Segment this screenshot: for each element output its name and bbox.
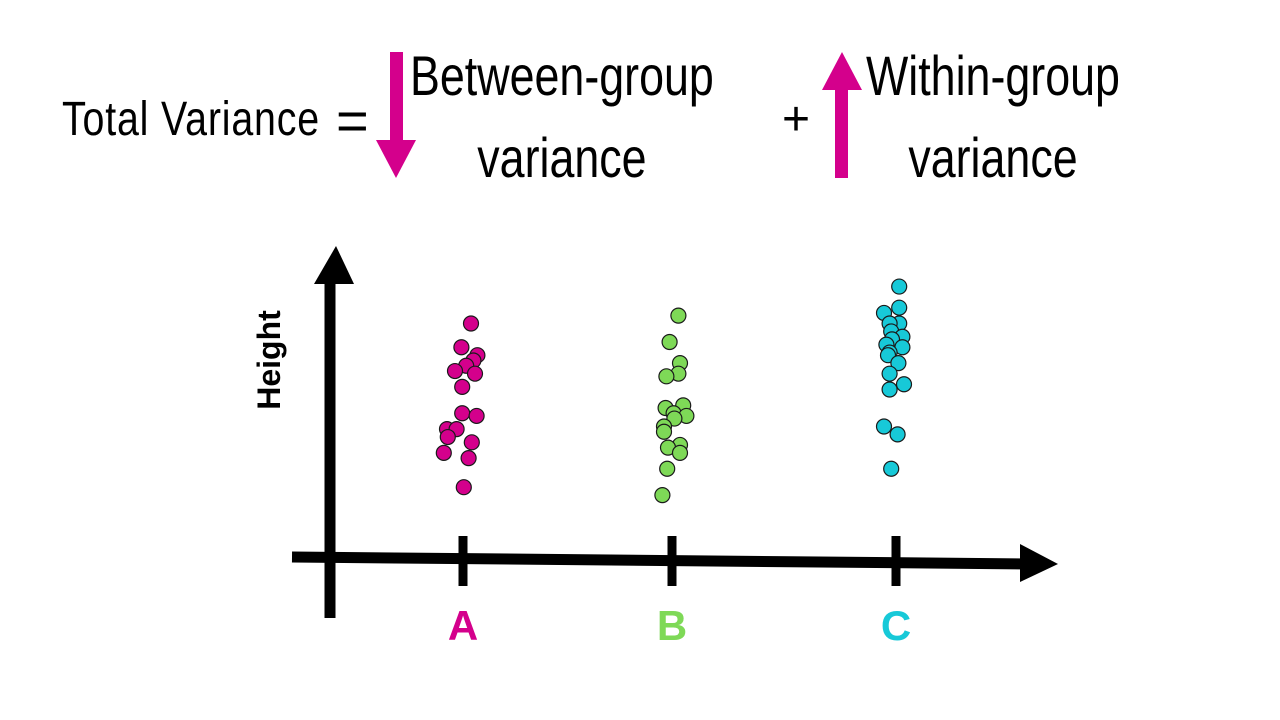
x-axis-ticks bbox=[458, 536, 901, 586]
data-point-b bbox=[671, 444, 689, 461]
data-point-b bbox=[659, 460, 676, 477]
total-variance-label: Total Variance bbox=[62, 93, 320, 146]
data-point-b bbox=[654, 487, 671, 504]
equals-sign: = bbox=[336, 89, 369, 152]
data-point-b bbox=[661, 333, 678, 351]
y-axis-label: Height bbox=[251, 310, 287, 410]
between-group-line1: Between-group bbox=[410, 44, 714, 107]
category-label-b: B bbox=[657, 602, 687, 649]
between-group-variance-term: Between-group variance bbox=[410, 48, 714, 212]
between-group-line2: variance bbox=[477, 126, 647, 189]
data-point-a bbox=[462, 315, 480, 332]
within-group-line1: Within-group bbox=[866, 44, 1120, 107]
x-axis bbox=[291, 544, 1058, 582]
data-point-a bbox=[453, 339, 470, 356]
data-point-a bbox=[446, 362, 464, 380]
data-point-c bbox=[889, 426, 906, 443]
data-points bbox=[435, 278, 913, 504]
data-point-a bbox=[463, 434, 480, 451]
data-point-c bbox=[875, 418, 893, 435]
data-point-a bbox=[439, 428, 456, 446]
data-point-c bbox=[891, 278, 908, 295]
data-point-a bbox=[454, 405, 471, 422]
data-point-b bbox=[658, 368, 675, 385]
within-group-line2: variance bbox=[908, 126, 1078, 189]
data-point-c bbox=[890, 355, 907, 372]
data-point-c bbox=[883, 460, 900, 477]
data-point-a bbox=[466, 365, 484, 382]
category-labels: A B C bbox=[448, 602, 911, 649]
data-point-a bbox=[468, 407, 485, 425]
within-group-variance-term: Within-group variance bbox=[866, 48, 1120, 212]
data-point-c bbox=[881, 365, 898, 382]
data-point-a bbox=[435, 444, 452, 461]
data-point-b bbox=[655, 423, 673, 440]
data-point-c bbox=[891, 299, 908, 316]
plus-sign: + bbox=[782, 93, 811, 146]
data-point-b bbox=[670, 307, 687, 324]
category-label-c: C bbox=[881, 602, 911, 649]
data-point-a bbox=[455, 479, 472, 496]
arrow-up-icon bbox=[822, 52, 862, 178]
data-point-a bbox=[454, 378, 471, 395]
category-label-a: A bbox=[448, 602, 478, 649]
data-point-a bbox=[460, 450, 477, 467]
arrow-down-icon bbox=[376, 52, 416, 178]
data-point-c bbox=[881, 381, 898, 398]
data-point-c bbox=[895, 376, 913, 393]
